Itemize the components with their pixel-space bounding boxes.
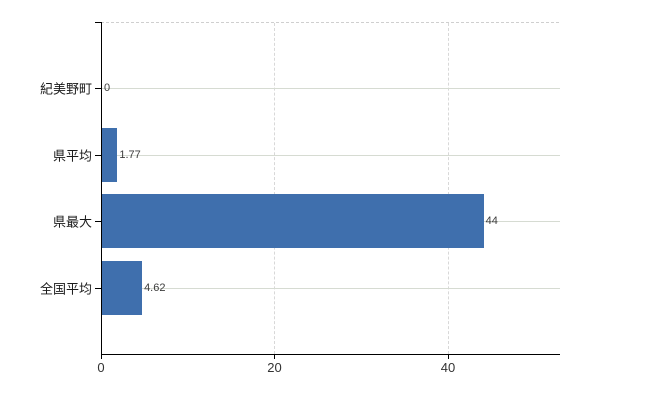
horizontal-gridline [102, 154, 560, 156]
category-label: 全国平均 [39, 281, 92, 297]
bar [102, 260, 143, 315]
horizontal-gridline [102, 287, 560, 289]
y-axis-tick [95, 287, 101, 289]
x-tick-label: 40 [440, 360, 456, 375]
category-label: 県平均 [52, 148, 92, 164]
y-axis-top-tick [95, 22, 101, 23]
x-tick-label: 20 [267, 360, 282, 375]
y-axis-line [101, 22, 102, 354]
bar [102, 194, 484, 249]
horizontal-gridline [102, 88, 560, 90]
category-label: 県最大 [52, 214, 92, 230]
bar [102, 127, 118, 182]
y-axis-tick [95, 154, 101, 156]
y-axis-tick [95, 88, 101, 90]
value-label: 1.77 [119, 148, 141, 161]
value-label: 0 [104, 82, 111, 95]
x-axis-line [101, 354, 560, 355]
vertical-gridline [447, 23, 449, 354]
x-axis-tick [274, 354, 276, 359]
category-label: 紀美野町 [39, 81, 92, 97]
plot-top-border [101, 22, 559, 23]
x-tick-label: 0 [97, 360, 105, 375]
y-axis-tick [95, 221, 101, 223]
x-axis-tick [101, 354, 102, 359]
value-label: 4.62 [144, 281, 166, 294]
vertical-gridline [274, 23, 276, 354]
value-label: 44 [485, 215, 498, 228]
x-axis-tick [447, 354, 449, 359]
